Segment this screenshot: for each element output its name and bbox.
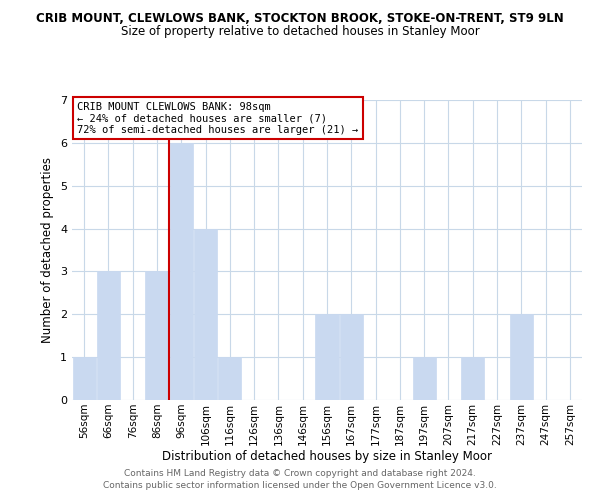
Bar xyxy=(461,357,484,400)
Text: Contains HM Land Registry data © Crown copyright and database right 2024.: Contains HM Land Registry data © Crown c… xyxy=(124,468,476,477)
Bar xyxy=(73,357,95,400)
Bar xyxy=(218,357,241,400)
Text: CRIB MOUNT, CLEWLOWS BANK, STOCKTON BROOK, STOKE-ON-TRENT, ST9 9LN: CRIB MOUNT, CLEWLOWS BANK, STOCKTON BROO… xyxy=(36,12,564,26)
Bar xyxy=(194,228,217,400)
Bar xyxy=(510,314,533,400)
Bar xyxy=(340,314,363,400)
Bar xyxy=(316,314,338,400)
Bar xyxy=(97,272,120,400)
Bar xyxy=(413,357,436,400)
Text: Size of property relative to detached houses in Stanley Moor: Size of property relative to detached ho… xyxy=(121,25,479,38)
Bar xyxy=(145,272,169,400)
Text: CRIB MOUNT CLEWLOWS BANK: 98sqm
← 24% of detached houses are smaller (7)
72% of : CRIB MOUNT CLEWLOWS BANK: 98sqm ← 24% of… xyxy=(77,102,358,134)
Y-axis label: Number of detached properties: Number of detached properties xyxy=(41,157,55,343)
Text: Contains public sector information licensed under the Open Government Licence v3: Contains public sector information licen… xyxy=(103,481,497,490)
Bar xyxy=(170,143,193,400)
X-axis label: Distribution of detached houses by size in Stanley Moor: Distribution of detached houses by size … xyxy=(162,450,492,464)
